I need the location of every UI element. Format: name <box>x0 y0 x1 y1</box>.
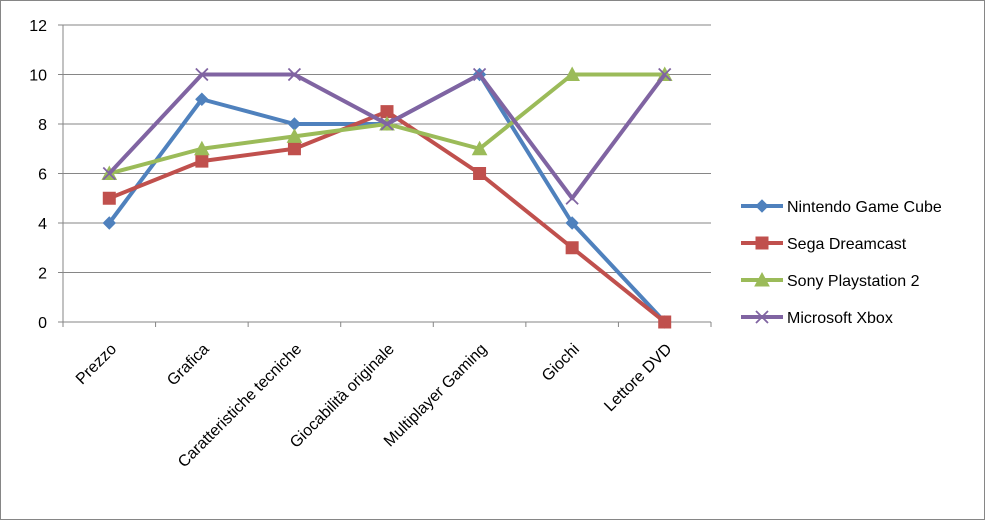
data-point-nintendo-game-cube-grafica <box>195 92 209 106</box>
legend-marker-nintendo-game-cube <box>755 199 769 213</box>
legend-item-sony-playstation-2: Sony Playstation 2 <box>741 271 920 290</box>
y-axis-ticks: 0 2 4 6 8 10 12 <box>29 18 47 332</box>
series-line-microsoft-xbox <box>107 72 667 201</box>
data-point-sony-playstation-2-giochi <box>564 66 580 81</box>
data-point-sega-dreamcast-prezzo <box>102 191 116 205</box>
legend-marker-microsoft-xbox <box>755 310 769 324</box>
data-point-microsoft-xbox-caratteristiche-tecniche <box>287 67 302 82</box>
data-point-sony-playstation-2-caratteristiche-tecniche <box>286 128 303 143</box>
data-point-sega-dreamcast-giocabilita-originale <box>380 105 394 119</box>
y-tick-label-2: 2 <box>38 266 47 283</box>
data-point-sony-playstation-2-multiplayer-gaming <box>471 140 488 156</box>
series-microsoft-xbox <box>102 67 672 205</box>
data-point-nintendo-game-cube-prezzo <box>102 216 116 230</box>
data-point-sega-dreamcast-lettore-dvd <box>658 315 672 329</box>
data-point-sony-playstation-2-grafica <box>194 140 210 156</box>
legend-label-nintendo-game-cube: Nintendo Game Cube <box>787 199 942 216</box>
series-lines <box>101 66 673 329</box>
x-tick-label-lettore-dvd: Lettore DVD <box>601 341 675 415</box>
x-tick-label-prezzo: Prezzo <box>73 341 120 388</box>
data-point-sega-dreamcast-caratteristiche-tecniche <box>287 142 301 156</box>
y-tick-label-12: 12 <box>29 18 47 35</box>
y-tick-label-8: 8 <box>38 117 47 134</box>
legend-marker-sony-playstation-2 <box>754 271 770 287</box>
legend-label-sony-playstation-2: Sony Playstation 2 <box>787 273 920 290</box>
legend-label-microsoft-xbox: Microsoft Xbox <box>787 310 893 327</box>
data-point-microsoft-xbox-multiplayer-gaming <box>472 67 487 82</box>
y-tick-label-4: 4 <box>38 216 47 233</box>
data-point-sega-dreamcast-multiplayer-gaming <box>473 167 487 180</box>
legend-item-microsoft-xbox: Microsoft Xbox <box>741 310 893 327</box>
legend: Nintendo Game Cube Sega Dreamcast Sony Pla… <box>741 199 942 327</box>
data-point-nintendo-game-cube-caratteristiche-tecniche <box>287 117 302 131</box>
x-tick-label-multiplayer-gaming: Multiplayer Gaming <box>381 341 490 450</box>
data-point-microsoft-xbox-grafica <box>195 67 209 82</box>
data-point-microsoft-xbox-prezzo <box>102 166 116 181</box>
y-tick-label-0: 0 <box>38 315 47 332</box>
axes <box>58 24 712 327</box>
data-point-nintendo-game-cube-giochi <box>565 216 579 230</box>
x-tick-label-giocabilita-originale: Giocabilità originale <box>287 341 398 452</box>
grid <box>63 24 711 273</box>
x-tick-label-grafica: Grafica <box>164 341 213 390</box>
data-point-microsoft-xbox-giocabilita-originale <box>380 117 394 131</box>
data-point-sega-dreamcast-grafica <box>195 154 209 168</box>
legend-item-sega-dreamcast: Sega Dreamcast <box>741 236 907 253</box>
x-tick-label-giochi: Giochi <box>539 341 583 385</box>
series-sega-dreamcast <box>102 105 672 329</box>
series-line-sega-dreamcast <box>108 109 666 324</box>
legend-item-nintendo-game-cube: Nintendo Game Cube <box>741 199 942 216</box>
legend-label-sega-dreamcast: Sega Dreamcast <box>787 236 907 253</box>
data-point-sega-dreamcast-giochi <box>565 241 579 255</box>
y-tick-label-10: 10 <box>29 68 47 85</box>
data-point-microsoft-xbox-lettore-dvd <box>658 67 672 82</box>
legend-marker-sega-dreamcast <box>755 236 769 250</box>
y-tick-label-6: 6 <box>38 167 47 184</box>
data-point-microsoft-xbox-giochi <box>565 191 579 205</box>
